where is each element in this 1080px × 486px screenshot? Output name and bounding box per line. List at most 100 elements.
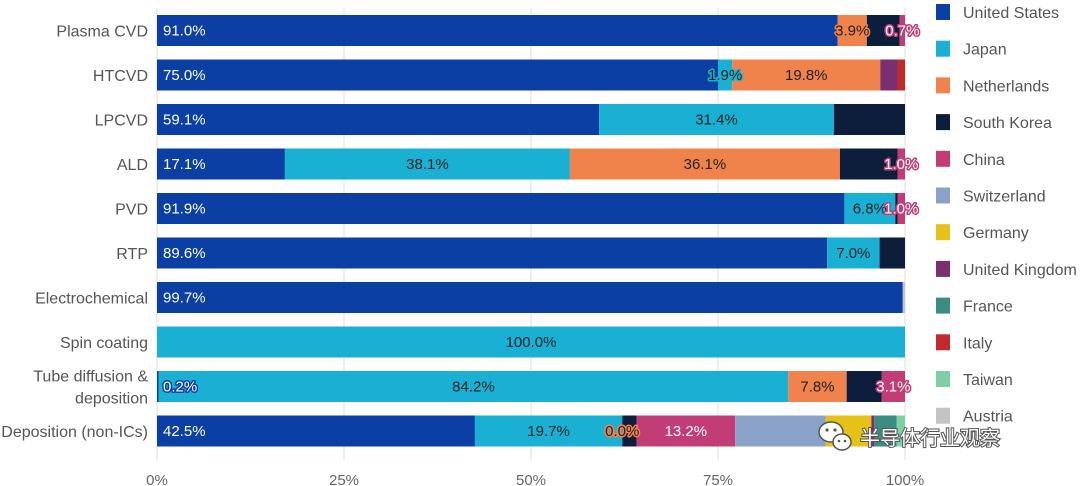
- data-label: 38.1%: [406, 156, 449, 173]
- data-label: 3.1%: [876, 379, 910, 396]
- bar-segment: [879, 237, 905, 269]
- legend-swatch: [936, 297, 950, 314]
- x-tick-label: 100%: [886, 472, 924, 486]
- bar-segment: [735, 415, 826, 447]
- data-label: 36.1%: [684, 156, 727, 173]
- bar-segment: [846, 371, 882, 402]
- bar-segment: [827, 237, 880, 269]
- bar-segment: [158, 371, 789, 402]
- bar-segment: [732, 59, 881, 91]
- bar-segment: [599, 104, 834, 135]
- data-labels: 91.0% 3.9% 0.7% 75.0% 1.9% 19.8% 59.1% 31.4% 17.…: [162, 21, 921, 442]
- legend-label: Germany: [963, 225, 1029, 242]
- category-label: Spin coating: [60, 335, 148, 352]
- data-label: 17.1%: [163, 156, 206, 173]
- data-label: 99.7%: [163, 290, 206, 307]
- bar-segment: [899, 15, 905, 46]
- legend-swatch: [936, 334, 950, 351]
- data-label: 91.0%: [163, 23, 206, 40]
- legend-swatch: [936, 224, 950, 241]
- data-label: 6.8%: [853, 201, 887, 218]
- data-label: 91.9%: [163, 201, 206, 218]
- bar-segment: [718, 59, 733, 91]
- bar-segment: [844, 193, 896, 224]
- data-label: 84.2%: [452, 379, 495, 396]
- legend-label: United Kingdom: [963, 262, 1077, 279]
- bar-segment: [880, 59, 898, 91]
- bar-segment: [881, 371, 905, 402]
- category-label: Tube diffusion &: [33, 369, 148, 386]
- category-label: ALD: [117, 157, 148, 174]
- bar-segment: [874, 415, 897, 447]
- legend-label: South Korea: [963, 115, 1052, 132]
- bar-segment: [157, 326, 905, 358]
- data-label: 3.9%: [835, 23, 869, 40]
- data-label: 0.0%: [605, 423, 639, 440]
- x-tick-label: 75%: [703, 472, 733, 486]
- legend-swatch: [936, 150, 950, 167]
- data-label: 31.4%: [695, 112, 738, 129]
- data-label: 1.0%: [884, 201, 918, 218]
- bar-segment: [157, 59, 718, 91]
- bar-segment: [896, 415, 905, 447]
- data-label: 100.0%: [506, 334, 557, 351]
- legend-label: France: [963, 299, 1013, 316]
- bar-segment: [897, 193, 905, 224]
- category-label: PVD: [115, 202, 148, 219]
- bar-segment: [157, 371, 159, 402]
- bar-segment: [157, 104, 600, 135]
- legend-swatch: [936, 77, 950, 94]
- legend-swatch: [936, 260, 950, 277]
- bar-segment: [902, 282, 905, 313]
- bar-segment: [837, 15, 867, 46]
- legend-swatch: [936, 371, 950, 387]
- data-label: 1.9%: [708, 67, 742, 84]
- legend-label: China: [963, 152, 1005, 169]
- x-tick-label: 50%: [516, 472, 546, 486]
- legend-swatch: [936, 187, 950, 204]
- bar-segment: [474, 415, 623, 447]
- data-label: 42.5%: [163, 423, 206, 440]
- category-label: Deposition (non-ICs): [1, 424, 148, 441]
- data-label: 75.0%: [163, 67, 206, 84]
- bar-segment: [157, 148, 285, 180]
- bar-segment: [157, 193, 845, 224]
- wechat-icon: [818, 421, 852, 451]
- data-label: 89.6%: [163, 245, 206, 262]
- bar-segment: [839, 148, 898, 180]
- legend-label: Japan: [963, 42, 1007, 59]
- data-label: 19.7%: [527, 423, 570, 440]
- bars: [157, 15, 905, 447]
- bar-segment: [897, 59, 905, 91]
- x-tick-label: 0%: [146, 472, 168, 486]
- bar-segment: [622, 415, 637, 447]
- bar-segment: [157, 415, 475, 447]
- data-label: 7.8%: [800, 379, 834, 396]
- legend-swatch: [936, 40, 950, 57]
- value-axis: 0% 25% 50% 75% 100%: [146, 472, 924, 486]
- bar-segment: [284, 148, 570, 180]
- category-label: deposition: [75, 391, 148, 408]
- legend-label: Italy: [963, 335, 992, 352]
- data-label: 59.1%: [163, 112, 206, 129]
- data-label: 13.2%: [665, 423, 708, 440]
- data-label: 1.0%: [884, 156, 918, 173]
- legend-label: Austria: [963, 409, 1013, 426]
- bar-segment: [897, 148, 905, 180]
- category-label: Electrochemical: [35, 291, 148, 308]
- data-label: 19.8%: [785, 67, 828, 84]
- legend-label: Netherlands: [963, 78, 1049, 95]
- x-tick-label: 25%: [329, 472, 359, 486]
- bar-segment: [866, 15, 900, 46]
- bar-segment: [788, 371, 847, 402]
- bar-segment: [157, 237, 828, 269]
- bar-segment: [157, 15, 838, 46]
- data-label: 7.0%: [836, 245, 870, 262]
- category-label: Plasma CVD: [56, 24, 148, 41]
- legend-swatch: [936, 407, 950, 424]
- legend: United States Japan Netherlands South Korea…: [936, 4, 1077, 426]
- watermark-text: 半导体行业观察: [860, 426, 1000, 450]
- legend-swatch: [936, 114, 950, 131]
